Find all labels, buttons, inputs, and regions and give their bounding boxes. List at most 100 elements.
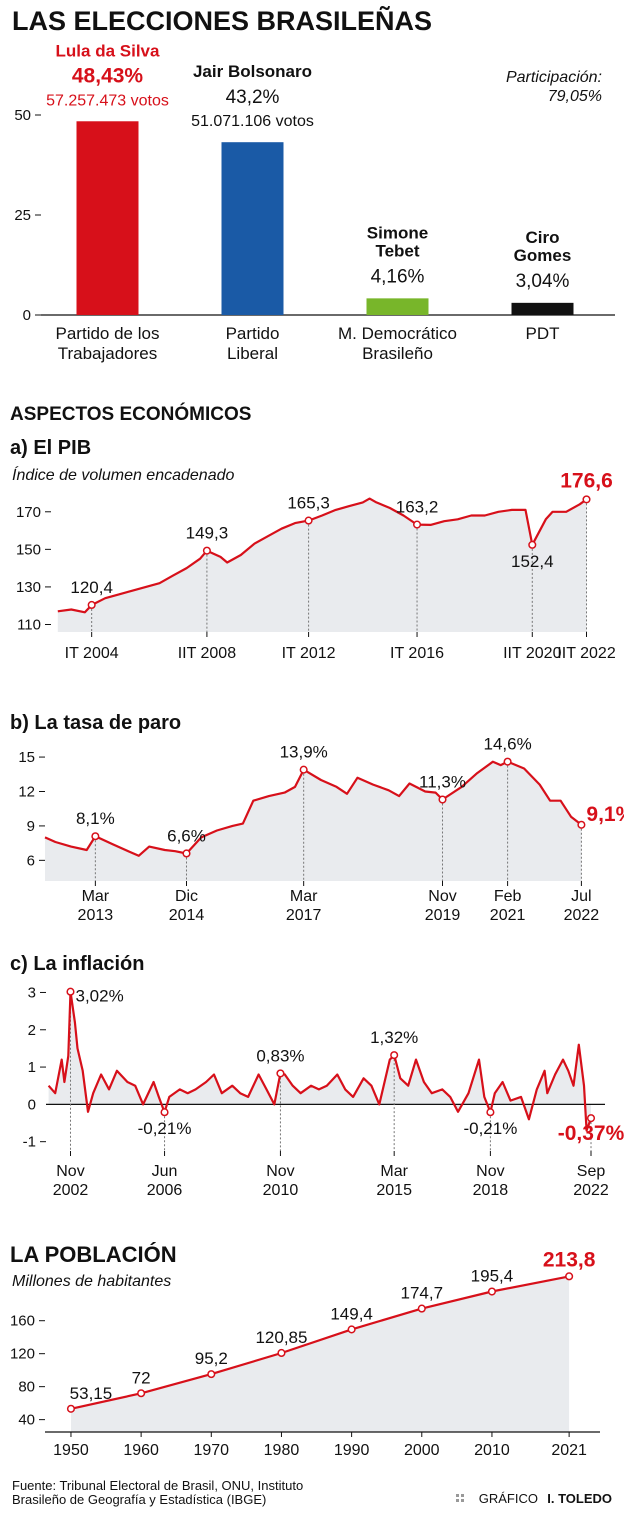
line [57, 497, 588, 614]
x-tick-label: IT 2004 [65, 645, 119, 662]
x-tick-label: 1960 [123, 1442, 159, 1459]
chart-title: LA POBLACIÓN [10, 1242, 177, 1267]
annotation-label: 9,1% [586, 803, 624, 826]
area [57, 498, 587, 632]
x-tick-label: 2021 [551, 1442, 587, 1459]
highlight-point [91, 832, 100, 841]
y-tick-label: 110 [17, 616, 41, 633]
annotation-label: 149,3 [186, 524, 229, 543]
value-label: 213,8 [543, 1248, 596, 1271]
bar [221, 142, 284, 315]
annotation-label: 6,6% [167, 826, 206, 845]
annotation-label: -0,37% [558, 1122, 624, 1145]
x-tick-label: IIT 2020 [503, 645, 562, 662]
x-tick-label: Sep 2022 [573, 1163, 609, 1199]
x-tick-label: Nov 2002 [53, 1163, 89, 1199]
x-tick-label: 2010 [474, 1442, 510, 1459]
highlight-point [412, 520, 422, 529]
area [71, 1276, 570, 1432]
highlight-point [582, 495, 591, 504]
y-tick-label: 40 [18, 1412, 35, 1429]
y-tick-label: 25 [14, 207, 31, 224]
annotation-label: 13,9% [280, 743, 328, 762]
value-label: 95,2 [195, 1349, 228, 1368]
x-tick-label: 1950 [53, 1442, 89, 1459]
chart-subtitle: Índice de volumen encadenado [12, 465, 234, 484]
credit-name: I. TOLEDO [547, 1491, 612, 1506]
annotation-label: 0,83% [256, 1046, 304, 1065]
chart-subtitle: Millones de habitantes [12, 1273, 171, 1290]
point [277, 1348, 286, 1358]
y-tick-label: 0 [28, 1096, 36, 1113]
value-label: 53,15 [70, 1384, 113, 1403]
x-tick-label: 1980 [264, 1442, 300, 1459]
annotation-label: -0,21% [138, 1119, 192, 1138]
highlight-point [486, 1108, 495, 1117]
value-label: 4,16% [371, 266, 425, 287]
x-tick-label: IIT 2008 [178, 645, 237, 662]
y-tick-label: 0 [23, 307, 31, 324]
value-label: 120,85 [255, 1328, 307, 1347]
category-label: Partido de los Trabajadores [56, 324, 160, 363]
x-tick-label: Mar 2015 [376, 1163, 412, 1199]
bar [366, 298, 429, 315]
annotation-label: 120,4 [70, 578, 113, 597]
line [70, 1275, 570, 1410]
x-tick-label: Nov 2019 [425, 888, 461, 924]
y-tick-label: 80 [18, 1379, 35, 1396]
x-tick-label: Jul 2022 [564, 888, 600, 924]
x-tick-label: Mar 2013 [78, 888, 114, 924]
y-tick-label: 12 [18, 783, 35, 800]
value-label: 72 [132, 1368, 151, 1387]
candidate-name: Lula da Silva [56, 41, 160, 60]
x-tick-label: IT 2016 [390, 645, 444, 662]
value-label: 43,2% [226, 87, 280, 108]
category-label: M. Democrático Brasileño [338, 324, 457, 363]
candidate-name: Jair Bolsonaro [193, 62, 312, 81]
y-tick-label: 15 [18, 749, 35, 766]
y-tick-label: 6 [27, 852, 35, 869]
category-label: Partido Liberal [226, 324, 280, 363]
annotation-label: 8,1% [76, 809, 115, 828]
point [417, 1304, 426, 1313]
x-tick-label: IT 2012 [282, 645, 336, 662]
area [45, 761, 582, 881]
chart-title: c) La inflación [10, 953, 144, 975]
credit-icon [456, 1494, 464, 1502]
point [487, 1287, 496, 1296]
x-tick-label: Jun 2006 [147, 1163, 183, 1199]
section-title: ASPECTOS ECONÓMICOS [10, 403, 251, 425]
value-label: 149,4 [330, 1304, 373, 1323]
category-label: PDT [526, 324, 560, 343]
x-tick-label: 1990 [334, 1442, 370, 1459]
value-label: 3,04% [516, 271, 570, 292]
annotation-label: 152,4 [511, 552, 554, 571]
votes-label: 57.257.473 votos [46, 92, 169, 109]
x-tick-label: IIT 2022 [557, 645, 616, 662]
point [66, 1404, 76, 1413]
y-tick-label: 130 [16, 579, 41, 596]
source-note: Fuente: Tribunal Electoral de Brasil, ON… [12, 1478, 303, 1507]
highlight-point [390, 1051, 399, 1060]
highlight-point [577, 820, 586, 829]
candidate-name: Ciro Gomes [514, 228, 572, 265]
highlight-point [66, 987, 75, 996]
annotation-label: 14,6% [484, 735, 532, 754]
x-tick-label: Nov 2018 [473, 1163, 509, 1199]
y-tick-label: 3 [28, 984, 36, 1001]
bar [76, 121, 139, 315]
point [207, 1370, 216, 1379]
y-tick-label: 170 [16, 504, 41, 521]
highlight-point [87, 600, 96, 610]
x-tick-label: 1970 [193, 1442, 229, 1459]
y-tick-label: 1 [28, 1059, 36, 1076]
y-tick-label: 50 [14, 107, 31, 124]
highlight-point [586, 1114, 596, 1123]
annotation-label: 163,2 [396, 498, 439, 517]
x-tick-label: 2000 [404, 1442, 440, 1459]
bar [511, 302, 574, 315]
annotation-label: 165,3 [287, 494, 330, 513]
x-tick-label: Mar 2017 [286, 888, 322, 924]
